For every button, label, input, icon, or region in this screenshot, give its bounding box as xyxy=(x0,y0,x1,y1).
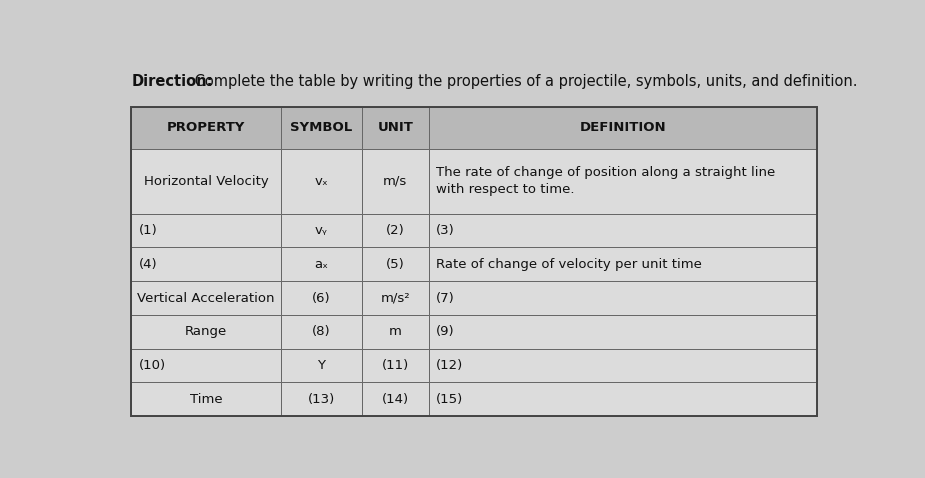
Bar xyxy=(362,281,429,315)
Text: (8): (8) xyxy=(312,326,330,338)
Bar xyxy=(131,315,281,349)
Bar xyxy=(131,107,281,149)
Bar xyxy=(131,149,281,214)
Bar xyxy=(362,382,429,416)
Text: (1): (1) xyxy=(139,224,157,237)
Text: Rate of change of velocity per unit time: Rate of change of velocity per unit time xyxy=(436,258,702,271)
Text: The rate of change of position along a straight line
with respect to time.: The rate of change of position along a s… xyxy=(436,166,775,196)
Bar xyxy=(131,382,281,416)
Text: (6): (6) xyxy=(312,292,330,304)
Bar xyxy=(281,349,362,382)
Text: vᵧ: vᵧ xyxy=(314,224,327,237)
Text: (4): (4) xyxy=(139,258,157,271)
Text: m/s²: m/s² xyxy=(380,292,410,304)
Text: (14): (14) xyxy=(382,393,409,406)
Text: (2): (2) xyxy=(386,224,404,237)
Bar xyxy=(281,214,362,248)
Text: PROPERTY: PROPERTY xyxy=(166,121,245,134)
Bar xyxy=(281,315,362,349)
Bar xyxy=(281,382,362,416)
Text: (11): (11) xyxy=(382,359,409,372)
Text: Complete the table by writing the properties of a projectile, symbols, units, an: Complete the table by writing the proper… xyxy=(191,74,857,89)
Bar xyxy=(362,107,429,149)
Bar xyxy=(429,382,817,416)
Text: Direction:: Direction: xyxy=(131,74,213,89)
Bar xyxy=(131,248,281,281)
Bar xyxy=(362,214,429,248)
Text: m: m xyxy=(388,326,401,338)
Bar xyxy=(131,107,817,416)
Bar xyxy=(131,349,281,382)
Bar xyxy=(362,149,429,214)
Text: SYMBOL: SYMBOL xyxy=(290,121,352,134)
Text: Horizontal Velocity: Horizontal Velocity xyxy=(143,174,268,188)
Text: (15): (15) xyxy=(436,393,463,406)
Bar xyxy=(429,315,817,349)
Text: Range: Range xyxy=(185,326,228,338)
Bar xyxy=(281,281,362,315)
Text: (10): (10) xyxy=(139,359,166,372)
Bar xyxy=(429,107,817,149)
Bar xyxy=(362,315,429,349)
Bar xyxy=(281,248,362,281)
Text: UNIT: UNIT xyxy=(377,121,413,134)
Text: (3): (3) xyxy=(436,224,455,237)
Text: Vertical Acceleration: Vertical Acceleration xyxy=(137,292,275,304)
Text: (5): (5) xyxy=(386,258,404,271)
Text: aₓ: aₓ xyxy=(314,258,328,271)
Bar xyxy=(429,349,817,382)
Text: m/s: m/s xyxy=(383,174,407,188)
Text: (12): (12) xyxy=(436,359,463,372)
Text: Time: Time xyxy=(190,393,222,406)
Bar xyxy=(131,214,281,248)
Text: (7): (7) xyxy=(436,292,455,304)
Bar xyxy=(281,149,362,214)
Bar xyxy=(362,349,429,382)
Bar xyxy=(362,248,429,281)
Text: DEFINITION: DEFINITION xyxy=(579,121,666,134)
Text: (9): (9) xyxy=(436,326,454,338)
Text: Y: Y xyxy=(317,359,326,372)
Bar xyxy=(429,248,817,281)
Text: vₓ: vₓ xyxy=(314,174,328,188)
Bar xyxy=(429,149,817,214)
Bar xyxy=(429,214,817,248)
Text: (13): (13) xyxy=(308,393,335,406)
Bar xyxy=(429,281,817,315)
Bar xyxy=(281,107,362,149)
Bar xyxy=(131,281,281,315)
